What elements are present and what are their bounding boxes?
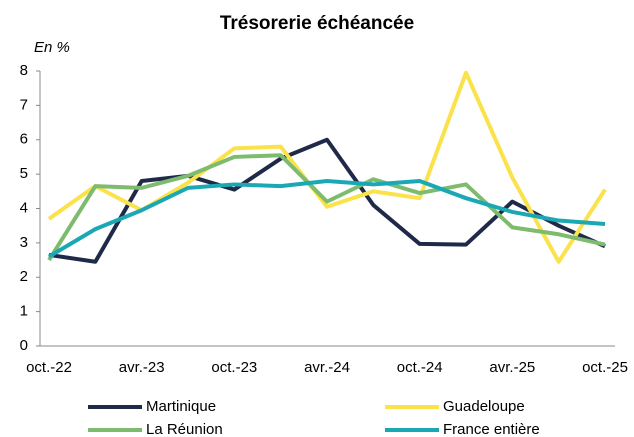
y-tick-label: 4: [20, 199, 28, 216]
series-line: [47, 153, 606, 262]
x-tick-label: avr.-25: [489, 359, 535, 376]
x-tick-label: avr.-24: [304, 359, 350, 376]
x-tick-label: oct.-22: [26, 359, 72, 376]
y-tick-label: 0: [20, 337, 28, 354]
chart-title: Trésorerie échéancée: [220, 13, 414, 34]
x-tick-label: oct.-24: [397, 359, 443, 376]
x-tick-label: oct.-25: [582, 359, 628, 376]
y-tick-label: 6: [20, 131, 28, 148]
y-tick-label: 1: [20, 303, 28, 320]
legend-label: France entière: [443, 421, 540, 437]
legend-label: Martinique: [146, 398, 216, 415]
series-line: [47, 70, 607, 264]
legend-label: La Réunion: [146, 421, 223, 437]
y-tick-label: 8: [20, 62, 28, 79]
x-tick-label: oct.-23: [211, 359, 257, 376]
y-tick-label: 7: [20, 96, 28, 113]
series-line: [47, 179, 606, 259]
series-line: [48, 137, 606, 264]
x-tick-label: avr.-23: [119, 359, 165, 376]
y-tick-label: 5: [20, 165, 28, 182]
y-tick-label: 3: [20, 234, 28, 251]
legend-label: Guadeloupe: [443, 398, 525, 415]
y-axis-label: En %: [34, 39, 70, 56]
y-tick-label: 2: [20, 268, 28, 285]
